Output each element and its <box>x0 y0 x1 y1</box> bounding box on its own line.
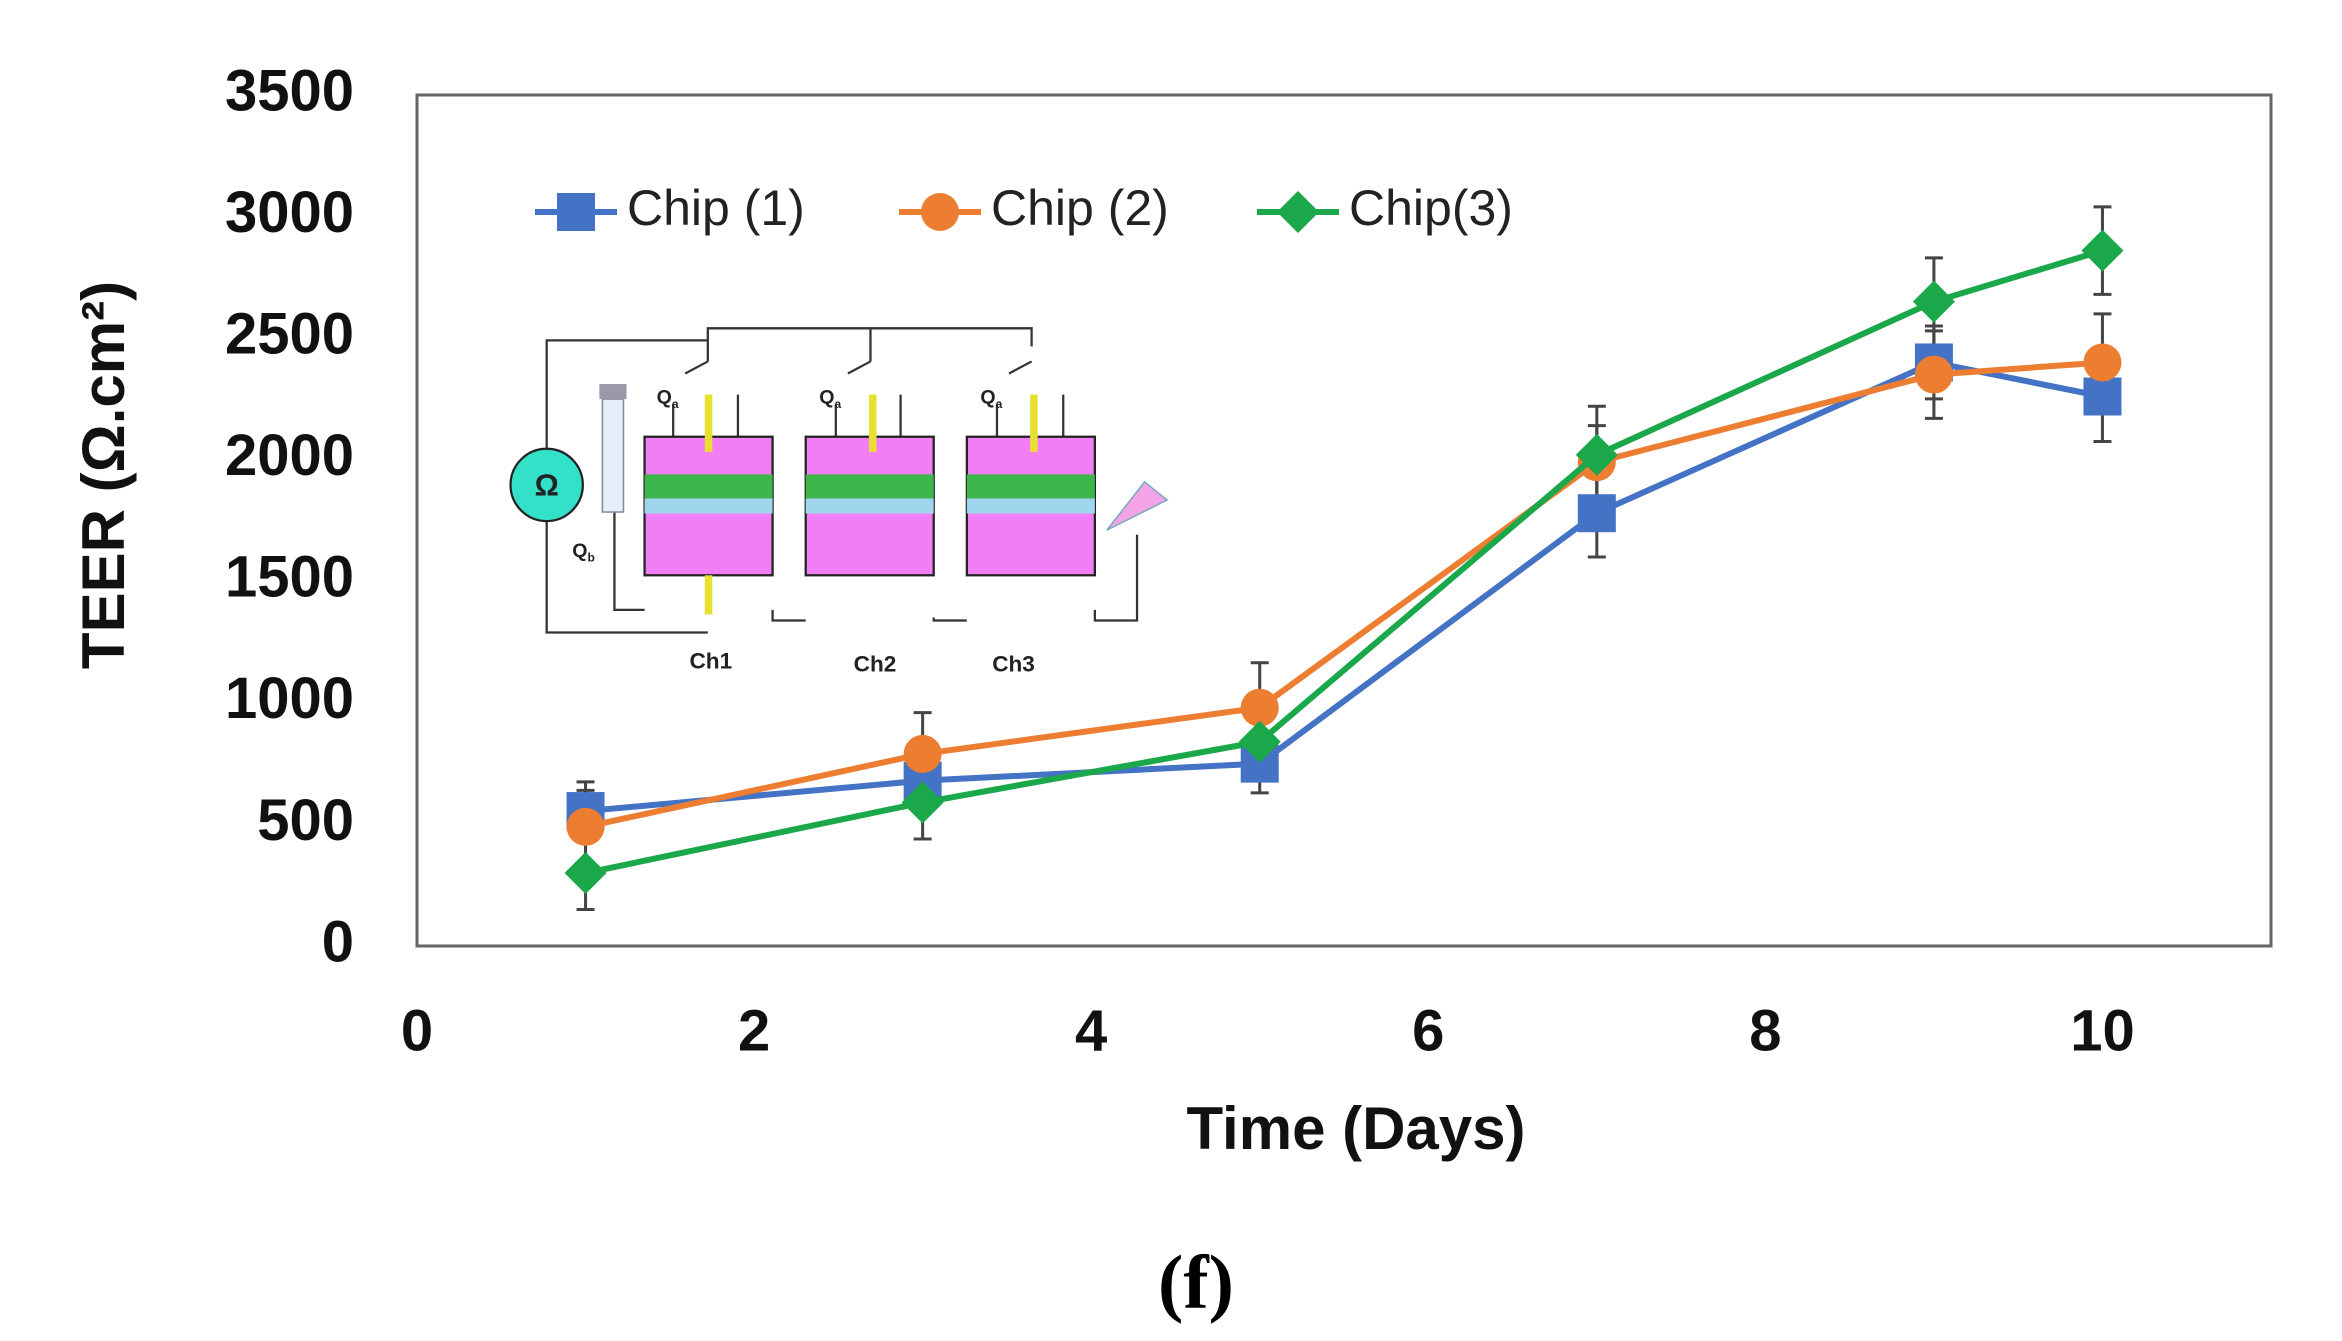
marker-circle <box>1240 688 1279 727</box>
marker-circle <box>2083 343 2122 382</box>
meter-label: Ω <box>535 469 559 502</box>
marker-circle <box>921 193 959 231</box>
inlet-b-label: Qb <box>572 540 595 565</box>
inlet-a-label: Qa <box>980 387 1002 412</box>
marker-circle <box>903 734 942 773</box>
marker-diamond <box>1575 433 1618 476</box>
y-tick-label: 2000 <box>225 423 354 488</box>
legend-label: Chip (2) <box>991 180 1169 236</box>
y-tick-label: 2500 <box>225 301 354 366</box>
series-line <box>585 359 2104 815</box>
channel-label: Ch2 <box>854 652 897 677</box>
series-line <box>584 359 2103 830</box>
x-tick-label: 2 <box>738 998 770 1063</box>
channel-label: Ch3 <box>992 652 1035 677</box>
y-tick-label: 1000 <box>225 666 354 731</box>
legend-label: Chip (1) <box>627 180 805 236</box>
legend-label: Chip(3) <box>1349 180 1513 236</box>
marker-diamond <box>2081 229 2124 272</box>
y-tick-label: 1500 <box>225 545 354 610</box>
marker-diamond <box>564 852 607 895</box>
x-tick-label: 0 <box>401 998 433 1063</box>
marker-square <box>2083 377 2122 416</box>
marker-diamond <box>901 781 944 824</box>
plot-frame <box>415 93 2273 948</box>
marker-square <box>557 193 595 231</box>
x-tick-label: 10 <box>2070 998 2135 1063</box>
y-tick-label: 3500 <box>225 58 354 123</box>
inset-diagram: Ω Qa Qa Qa Qb Ch1 Ch2 Ch3 <box>509 327 1169 677</box>
inlet-a-label: Qa <box>819 387 841 412</box>
caption: (f) <box>1158 1240 1234 1324</box>
marker-square <box>1577 494 1616 533</box>
marker-diamond <box>1277 191 1319 233</box>
inlet-a-label: Qa <box>657 387 679 412</box>
x-tick-label: 6 <box>1412 998 1444 1063</box>
marker-circle <box>566 807 605 846</box>
series-line <box>584 247 2104 876</box>
marker-diamond <box>1912 280 1955 323</box>
y-tick-label: 0 <box>322 909 354 974</box>
y-tick-label: 3000 <box>225 180 354 245</box>
x-axis-title: Time (Days) <box>1186 1095 1525 1162</box>
marker-circle <box>1914 355 1953 394</box>
x-tick-label: 4 <box>1075 998 1107 1063</box>
x-tick-label: 8 <box>1749 998 1781 1063</box>
y-axis-title: TEER (Ω.cm²) <box>70 281 137 669</box>
y-tick-label: 500 <box>257 788 354 853</box>
marker-diamond <box>1238 720 1281 763</box>
channel-label: Ch1 <box>690 649 733 674</box>
